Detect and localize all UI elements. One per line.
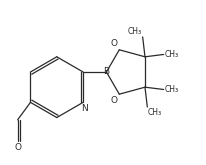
Text: B: B <box>103 67 109 77</box>
Text: CH₃: CH₃ <box>164 85 178 94</box>
Text: O: O <box>110 96 117 105</box>
Text: O: O <box>110 39 117 48</box>
Text: CH₃: CH₃ <box>164 50 178 59</box>
Text: N: N <box>81 104 88 113</box>
Text: CH₃: CH₃ <box>128 27 142 36</box>
Text: O: O <box>14 143 21 152</box>
Text: CH₃: CH₃ <box>147 108 161 117</box>
